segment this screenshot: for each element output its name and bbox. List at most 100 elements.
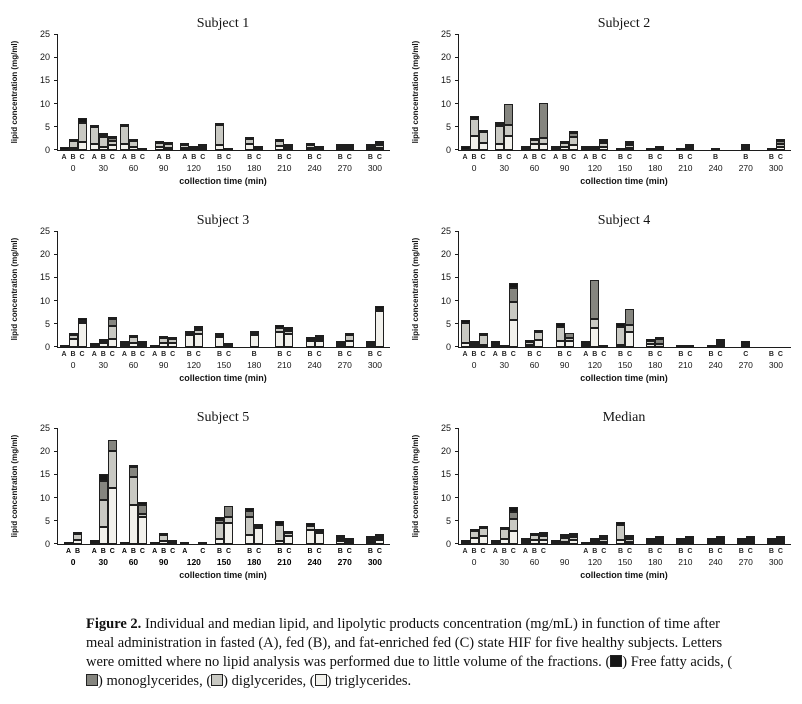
bar-segment-triglycerides	[525, 344, 535, 347]
bar-segment-free-fatty-acids	[646, 148, 656, 150]
bar-segment-free-fatty-acids	[150, 542, 160, 544]
y-tick	[455, 473, 459, 475]
bar-segment-triglycerides	[198, 148, 208, 150]
bar-segment-free-fatty-acids	[478, 525, 488, 528]
x-time-label: 300	[367, 163, 382, 173]
bar-segment-triglycerides	[365, 148, 375, 150]
bar-segment-triglycerides	[335, 345, 345, 347]
chart-median: Median lipid concentration (mg/ml) 0 5 10 15 2…	[401, 396, 802, 593]
y-tick-label: 0	[445, 539, 451, 549]
bar-segment-diglycerides	[137, 513, 147, 518]
x-letter-b: B	[743, 154, 749, 161]
bar-segment-triglycerides	[569, 145, 579, 150]
x-time-label: 180	[247, 557, 262, 567]
bar-segment-diglycerides	[495, 125, 505, 145]
bar-segment-diglycerides	[168, 339, 178, 344]
bar-segment-free-fatty-acids	[551, 540, 561, 542]
bar-segment-free-fatty-acids	[215, 122, 224, 126]
bar-segment-free-fatty-acids	[119, 542, 129, 544]
bar-segment-diglycerides	[745, 540, 755, 542]
bar-segment-diglycerides	[590, 148, 600, 150]
x-letter-c: C	[200, 548, 206, 555]
bar-segment-free-fatty-acids	[655, 336, 665, 339]
bar-segment-free-fatty-acids	[224, 148, 233, 150]
bar-segment-triglycerides	[490, 345, 500, 347]
x-time-label: 60	[529, 360, 540, 370]
x-letter-b: B	[557, 351, 563, 358]
x-time-label: 180	[247, 360, 262, 370]
x-time-label: 240	[307, 360, 322, 370]
bar-segment-free-fatty-acids	[685, 144, 695, 146]
y-tick	[455, 450, 459, 452]
bar-segment-free-fatty-acids	[676, 148, 686, 150]
y-tick-label: 15	[39, 469, 50, 480]
y-tick	[455, 149, 459, 150]
bar-segment-diglycerides	[520, 148, 530, 150]
chart-subject-4: Subject 4 lipid concentration (mg/ml) 0 5 10…	[401, 199, 802, 396]
bar-segment-free-fatty-acids	[655, 535, 665, 538]
x-time-label: 300	[768, 163, 783, 173]
x-letter-b: B	[337, 154, 343, 161]
x-time-label: 0	[70, 557, 76, 567]
y-tick-label: 25	[440, 29, 451, 39]
x-time-label: 120	[587, 557, 602, 567]
x-letter-c: C	[510, 548, 516, 555]
bar-segment-diglycerides	[159, 338, 169, 344]
x-letter-a: A	[462, 154, 468, 161]
bar-segment-triglycerides	[284, 535, 294, 544]
x-letter-c: C	[376, 154, 382, 161]
bar-segment-triglycerides	[564, 341, 574, 347]
x-letter-c: C	[286, 548, 292, 555]
bar-segment-free-fatty-acids	[98, 338, 108, 341]
bar-segment-diglycerides	[569, 137, 579, 146]
bar-segment-free-fatty-acids	[344, 538, 354, 540]
bar-segment-monoglycerides	[745, 538, 755, 540]
bar-segment-monoglycerides	[715, 341, 725, 343]
x-letter-a: A	[91, 351, 97, 358]
bar-segment-diglycerides	[365, 343, 375, 345]
bar-segment-diglycerides	[616, 327, 625, 345]
y-tick-label: 25	[39, 226, 50, 236]
bar-segment-diglycerides	[646, 540, 656, 542]
bar-segment-monoglycerides	[335, 536, 345, 539]
bar-segment-triglycerides	[344, 340, 354, 347]
bar-segment-diglycerides	[478, 132, 488, 143]
bar-segment-free-fatty-acids	[365, 144, 375, 146]
bar-segment-monoglycerides	[655, 537, 665, 540]
bar-segment-monoglycerides	[625, 309, 634, 325]
y-tick	[455, 56, 459, 58]
bar-segment-free-fatty-acids	[525, 340, 535, 343]
bar-segment-triglycerides	[538, 143, 548, 150]
x-letter-b: B	[247, 548, 253, 555]
bar-segment-triglycerides	[249, 335, 259, 347]
x-letter-c: C	[480, 351, 486, 358]
y-tick-label: 25	[440, 226, 451, 236]
bar-segment-diglycerides	[77, 123, 87, 142]
bar-segment-triglycerides	[706, 542, 716, 544]
x-letter-b: B	[768, 154, 774, 161]
bar-segment-free-fatty-acids	[534, 329, 544, 332]
bar-segment-free-fatty-acids	[616, 522, 625, 525]
x-time-label: 210	[678, 557, 693, 567]
bar-segment-triglycerides	[335, 541, 345, 544]
bar-segment-triglycerides	[508, 320, 518, 347]
x-letter-a: A	[462, 548, 468, 555]
bar-segment-monoglycerides	[685, 538, 695, 540]
y-tick-label: 25	[39, 423, 50, 433]
bar-segment-triglycerides	[766, 542, 776, 544]
bar-segment-monoglycerides	[284, 531, 294, 534]
bar-segment-triglycerides	[77, 322, 87, 347]
bar-segment-diglycerides	[625, 145, 634, 148]
x-letter-a: A	[61, 154, 67, 161]
x-time-label: 150	[216, 557, 232, 567]
bar-segment-triglycerides	[599, 147, 609, 150]
x-letter-c: C	[256, 154, 262, 161]
x-letter-c: C	[170, 548, 176, 555]
bar-segment-free-fatty-acids	[685, 536, 695, 538]
bar-segment-free-fatty-acids	[168, 540, 178, 542]
bar-segment-diglycerides	[180, 145, 190, 148]
x-time-label: 210	[277, 360, 292, 370]
x-letter-b: B	[648, 351, 654, 358]
bar-segment-diglycerides	[508, 301, 518, 321]
bar-segment-free-fatty-acids	[490, 540, 500, 542]
